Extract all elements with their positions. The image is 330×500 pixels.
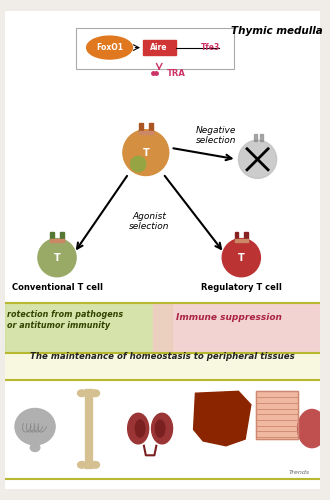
Ellipse shape xyxy=(78,390,86,396)
Bar xyxy=(60,232,64,240)
Bar xyxy=(5,12,319,302)
Text: Regulatory T cell: Regulatory T cell xyxy=(201,284,282,292)
Bar xyxy=(149,123,152,132)
Bar xyxy=(244,232,248,240)
Text: T: T xyxy=(238,252,245,262)
Bar xyxy=(5,302,172,355)
Ellipse shape xyxy=(30,444,40,452)
Circle shape xyxy=(38,238,76,277)
Polygon shape xyxy=(194,392,251,446)
Text: Trends: Trends xyxy=(289,470,310,476)
Text: Aire: Aire xyxy=(150,43,168,52)
Bar xyxy=(254,134,257,141)
Ellipse shape xyxy=(151,414,173,444)
Text: The maintenance of homeostasis to peripheral tissues: The maintenance of homeostasis to periph… xyxy=(30,352,294,362)
Ellipse shape xyxy=(91,390,100,396)
Bar xyxy=(235,232,239,240)
Text: Conventional T cell: Conventional T cell xyxy=(12,284,103,292)
Text: Immune suppression: Immune suppression xyxy=(176,313,282,322)
Ellipse shape xyxy=(128,414,149,444)
Ellipse shape xyxy=(86,36,132,59)
Bar xyxy=(139,130,152,134)
Text: rotection from pathogens
or antitumor immunity: rotection from pathogens or antitumor im… xyxy=(7,310,123,330)
Ellipse shape xyxy=(298,410,326,448)
Circle shape xyxy=(131,156,146,172)
Text: Agonist
selection: Agonist selection xyxy=(129,212,170,231)
Bar xyxy=(50,232,54,240)
Text: Negative
selection: Negative selection xyxy=(195,126,236,145)
Text: FoxO1: FoxO1 xyxy=(96,43,123,52)
Circle shape xyxy=(222,238,260,277)
Bar xyxy=(256,392,298,439)
Bar xyxy=(139,123,143,132)
Bar xyxy=(152,302,319,355)
Ellipse shape xyxy=(91,462,100,468)
Bar xyxy=(235,240,248,242)
Bar xyxy=(256,392,298,439)
Text: Thymic medulla: Thymic medulla xyxy=(231,26,322,36)
Ellipse shape xyxy=(78,462,86,468)
Circle shape xyxy=(123,130,169,176)
Bar xyxy=(260,134,263,141)
Ellipse shape xyxy=(155,420,165,437)
Bar xyxy=(5,353,319,380)
Bar xyxy=(143,40,176,55)
Text: Tfe3: Tfe3 xyxy=(201,43,220,52)
Bar xyxy=(50,240,64,242)
Bar xyxy=(76,28,234,68)
Text: TRA: TRA xyxy=(167,69,186,78)
Ellipse shape xyxy=(135,420,145,437)
Text: T: T xyxy=(54,252,60,262)
Circle shape xyxy=(239,140,277,178)
Ellipse shape xyxy=(15,408,55,445)
Text: T: T xyxy=(143,148,149,158)
